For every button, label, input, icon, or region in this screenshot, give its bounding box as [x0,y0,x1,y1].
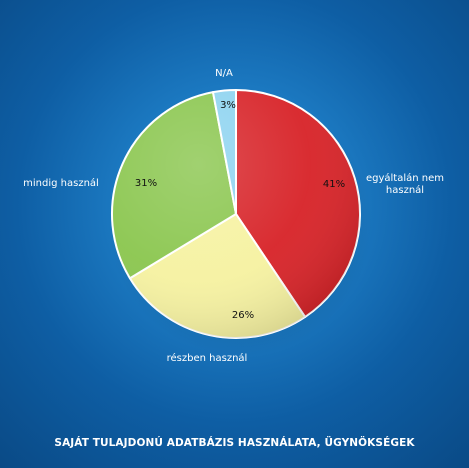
slice-value-label: 26% [232,310,254,321]
pie-slices [111,88,361,339]
slice-value-label: 3% [220,100,236,111]
slice-category-label: mindig használ [23,177,99,189]
slice-category-label: egyáltalán nem használ [366,172,444,196]
slice-category-label: részben használ [167,352,248,364]
slice-category-label: N/A [215,68,233,79]
chart-title: SAJÁT TULAJDONÚ ADATBÁZIS HASZNÁLATA, ÜG… [54,437,415,449]
slice-value-label: 41% [323,179,345,190]
pie-labels: 41% egyáltalán nem használ 26% részben haszn… [23,68,444,364]
slice-value-label: 31% [135,178,157,189]
